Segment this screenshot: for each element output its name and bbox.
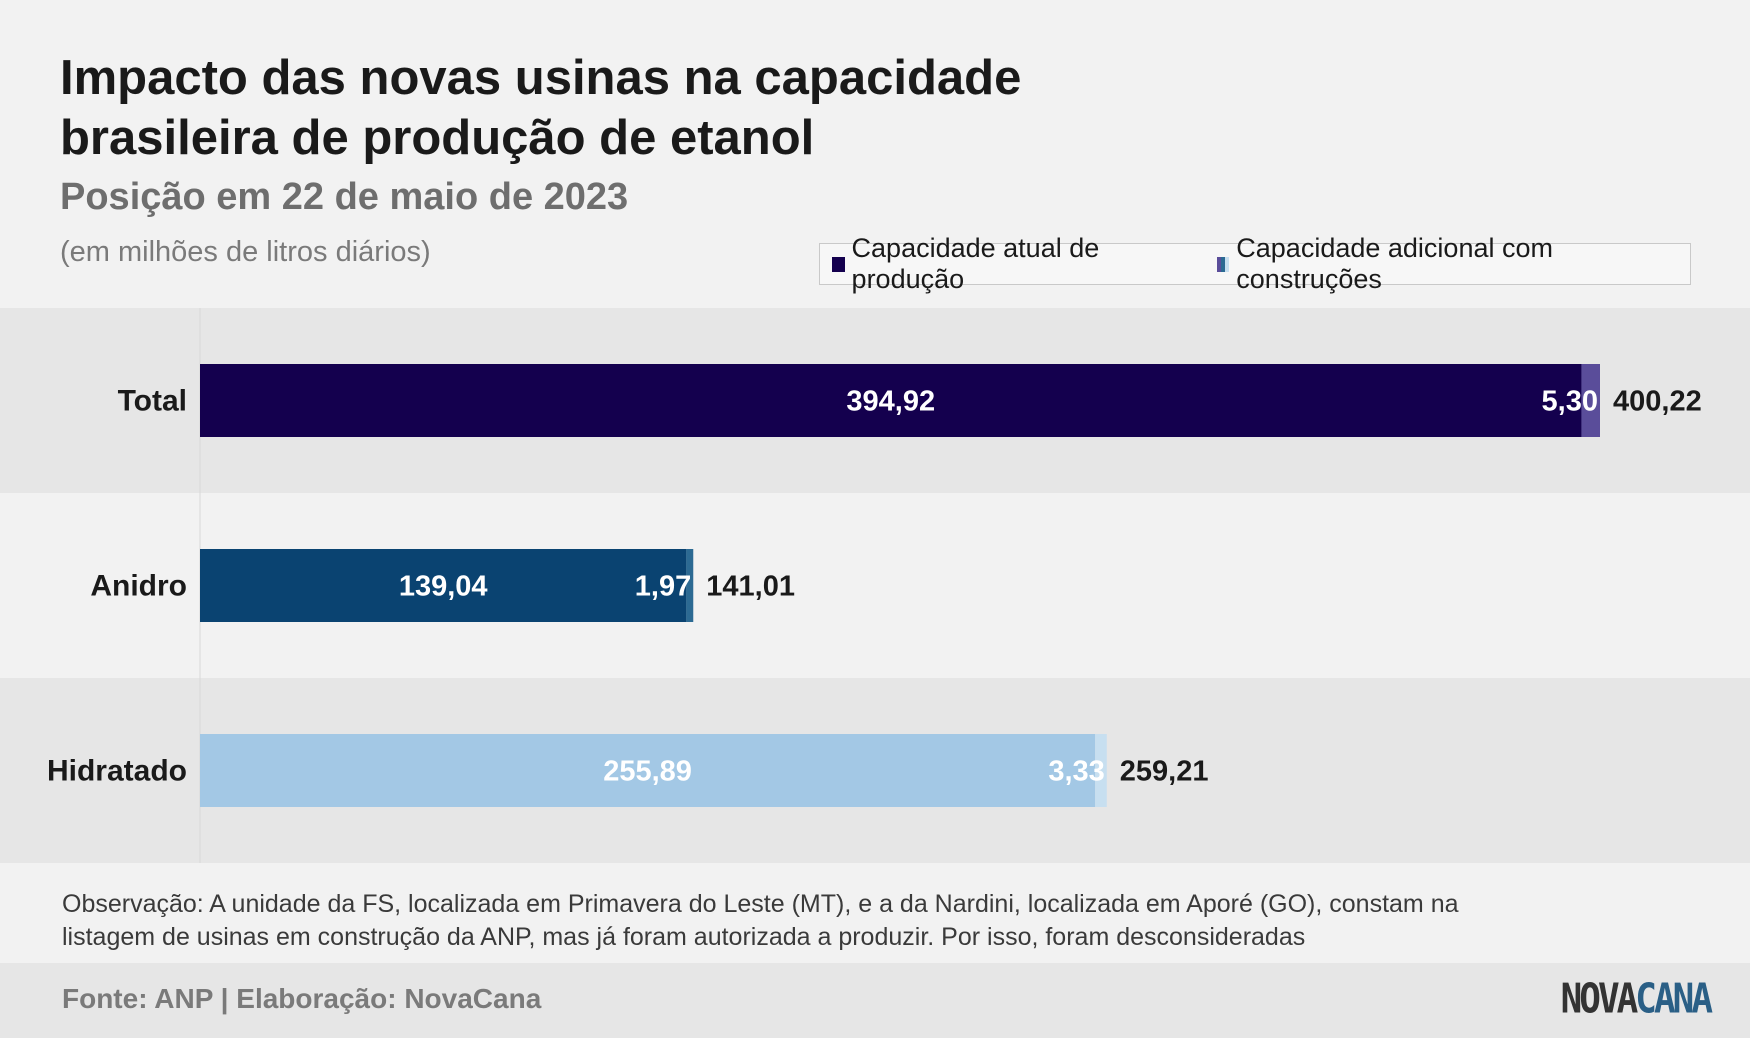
data-label-total: 400,22 <box>1613 386 1702 418</box>
novacana-logo: NOVACANA <box>1560 975 1713 1024</box>
legend-swatch-current <box>832 256 845 272</box>
category-label: Anidro <box>90 570 187 603</box>
bar-current <box>200 549 687 622</box>
data-label-additional: 1,97 <box>635 571 691 603</box>
category-label: Total <box>118 385 187 418</box>
chart-title: Impacto das novas usinas na capacidade b… <box>60 51 1022 165</box>
legend: Capacidade atual de produção Capacidade … <box>819 233 1691 294</box>
data-label-current: 394,92 <box>846 386 935 418</box>
unit-note: (em milhões de litros diários) <box>60 236 431 268</box>
data-label-total: 259,21 <box>1120 756 1209 788</box>
category-label: Hidratado <box>47 755 187 788</box>
source-credit: Fonte: ANP | Elaboração: NovaCana <box>62 983 542 1014</box>
data-label-current: 139,04 <box>399 571 488 603</box>
logo-part-2: CANA <box>1635 975 1713 1024</box>
data-label-current: 255,89 <box>603 756 692 788</box>
bar-additional <box>1581 364 1600 437</box>
chart-subtitle: Posição em 22 de maio de 2023 <box>60 176 629 218</box>
legend-swatch-additional <box>1216 256 1230 272</box>
data-label-additional: 3,33 <box>1048 756 1104 788</box>
logo-part-1: NOVA <box>1560 975 1639 1024</box>
data-label-total: 141,01 <box>706 571 795 603</box>
bar-current <box>200 734 1096 807</box>
bar-additional <box>686 549 694 622</box>
bar-additional <box>1095 734 1107 807</box>
legend-label-current: Capacidade atual de produção <box>851 233 1100 294</box>
data-label-additional: 5,30 <box>1542 386 1598 418</box>
legend-item-current: Capacidade atual de produção <box>832 233 1207 295</box>
observation-note: Observação: A unidade da FS, localizada … <box>62 890 1459 951</box>
legend-item-additional: Capacidade adicional com construções <box>1216 233 1690 295</box>
bar-current <box>200 364 1582 437</box>
legend-label-additional: Capacidade adicional com construções <box>1236 233 1553 294</box>
bar-chart: Total 394,92 5,30 400,22 Anidro 139,04 1,97 141… <box>0 308 1750 863</box>
footer: Fonte: ANP | Elaboração: NovaCana NOVACA… <box>0 963 1750 1038</box>
